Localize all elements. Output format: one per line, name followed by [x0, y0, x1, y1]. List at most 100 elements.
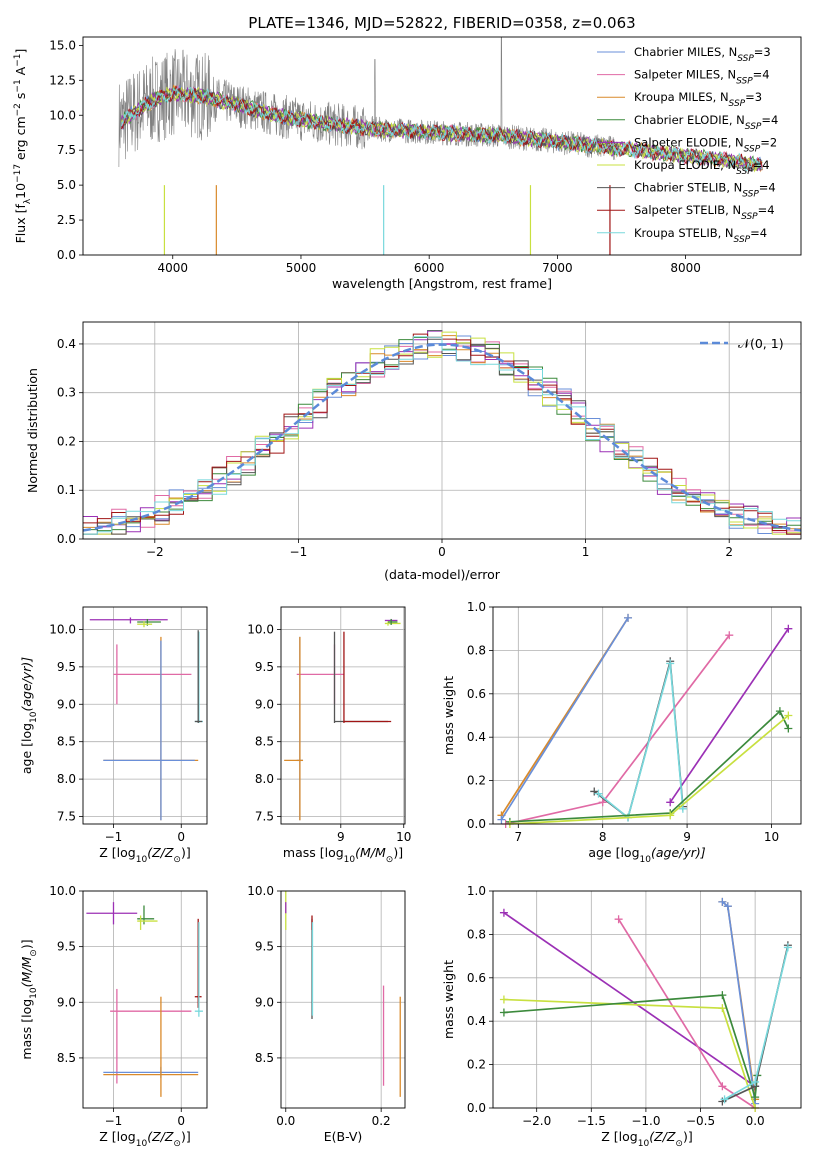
x-axis-label: (data-model)/error	[384, 567, 501, 582]
data-point-marker	[666, 798, 675, 807]
mass-weight-line	[593, 661, 684, 819]
data-point-marker	[784, 624, 793, 633]
age_vs_Z-panel: −1 0 7.5 8.0 8.5 9.0 9.5 10.0 Z [log10(Z/Z⊙)] age…	[19, 606, 208, 865]
mass-weight-line	[724, 947, 789, 1101]
y-tick-label: 0.0	[57, 248, 76, 262]
massweight_vs_age-frame	[492, 606, 802, 825]
data-point-marker	[718, 897, 727, 906]
y-tick-label: 7.5	[57, 810, 76, 824]
x-tick-label: 0.2	[372, 1114, 391, 1128]
x-axis-label: Z [log10(Z/Z⊙)]	[99, 845, 190, 865]
y-axis-label: Normed distribution	[25, 368, 40, 493]
mass-weight-line	[669, 628, 790, 803]
data-point-marker	[751, 1077, 760, 1086]
x-tick-label: 6000	[414, 261, 445, 275]
data-point-marker	[598, 798, 607, 807]
y-tick-label: 0.0	[467, 1101, 486, 1115]
x-tick-label: 7000	[542, 261, 573, 275]
data-point-marker	[624, 613, 633, 622]
x-tick-label: 0	[177, 830, 185, 844]
error-cross	[388, 618, 398, 625]
data-point-marker	[784, 711, 793, 720]
x-tick-label: 9	[337, 830, 345, 844]
y-tick-label: 9.5	[255, 660, 274, 674]
y-tick-label: 0.2	[467, 1058, 486, 1072]
error-cross	[343, 631, 392, 723]
y-tick-label: 0.8	[467, 643, 486, 657]
x-tick-label: −1	[105, 1114, 123, 1128]
x-tick-label: 10	[396, 830, 411, 844]
error-cross	[284, 636, 304, 821]
data-point-marker	[725, 631, 734, 640]
legend-label: 𝒩(0, 1)	[738, 336, 784, 351]
data-point-marker	[666, 659, 675, 668]
x-tick-label: 7	[514, 830, 522, 844]
legend-label: Chabrier STELIB, NSSP=4	[634, 181, 776, 200]
y-tick-label: 7.5	[57, 143, 76, 157]
x-tick-label: 0.0	[746, 1114, 765, 1128]
data-point-marker	[751, 1093, 760, 1102]
y-tick-label: 1.0	[467, 884, 486, 898]
x-axis-label: mass [log10(M/M⊙)]	[283, 845, 403, 865]
x-axis-label: age [log10(age/yr)]	[588, 845, 705, 865]
legend-label: Chabrier MILES, NSSP=3	[634, 45, 771, 64]
mass_vs_EBV-panel: 0.0 0.2 8.5 9.0 9.5 10.0 E(B-V)	[247, 884, 406, 1144]
data-point-marker	[614, 915, 623, 924]
error-cross	[110, 988, 192, 1084]
spectrum-frame	[82, 36, 802, 256]
legend-label: Salpeter STELIB, NSSP=4	[634, 203, 775, 222]
data-point-marker	[497, 815, 506, 824]
error-cross	[137, 915, 158, 930]
x-axis-label: Z [log10(Z/Z⊙)]	[99, 1129, 190, 1149]
data-point-marker	[590, 787, 599, 796]
residuals-panel: −2 −1 0 1 2 0.0 0.1 0.2 0.3 0.4 𝒩(0, 1) (data-model…	[25, 321, 802, 582]
error-cross	[296, 644, 344, 705]
y-tick-label: 8.0	[255, 772, 274, 786]
data-point-marker	[718, 1004, 727, 1013]
y-tick-label: 0.2	[467, 774, 486, 788]
y-tick-label: 10.0	[49, 622, 76, 636]
y-tick-label: 10.0	[49, 884, 76, 898]
residuals-frame	[82, 321, 802, 540]
mass-weight-line	[500, 617, 629, 821]
y-tick-label: 15.0	[49, 38, 76, 52]
y-tick-label: 0.4	[467, 730, 486, 744]
y-tick-label: 1.0	[467, 600, 486, 614]
y-tick-label: 8.5	[255, 735, 274, 749]
y-tick-label: 0.6	[467, 971, 486, 985]
age_vs_mass-panel: 9 10 7.5 8.0 8.5 9.0 9.5 10.0 mass [log10(M/M⊙)]	[247, 606, 411, 865]
error-cross	[103, 1066, 199, 1078]
mass-weight-line	[503, 912, 756, 1087]
x-axis-label: Z [log10(Z/Z⊙)]	[601, 1129, 692, 1149]
x-tick-label: 0	[438, 545, 446, 559]
data-point-marker	[666, 811, 675, 820]
normal-curve	[83, 343, 801, 532]
y-tick-label: 8.5	[57, 735, 76, 749]
mass-weight-line	[505, 634, 730, 824]
x-tick-label: −0.5	[686, 1114, 715, 1128]
y-tick-label: 8.0	[57, 772, 76, 786]
y-tick-label: 5.0	[57, 178, 76, 192]
y-tick-label: 9.0	[57, 995, 76, 1009]
error-cross	[103, 640, 195, 821]
age_vs_mass-frame	[280, 606, 406, 825]
y-tick-label: 0.2	[57, 434, 76, 448]
x-tick-label: 0.0	[276, 1114, 295, 1128]
mass-weight-line	[503, 998, 756, 1108]
y-tick-label: 0.1	[57, 483, 76, 497]
error-cross	[194, 630, 203, 723]
y-tick-label: 0.0	[467, 817, 486, 831]
y-tick-label: 7.5	[255, 810, 274, 824]
x-tick-label: −1.0	[631, 1114, 660, 1128]
x-tick-label: −2.0	[522, 1114, 551, 1128]
mass-weight-line	[721, 901, 756, 1104]
y-axis-label: mass weight	[441, 960, 456, 1039]
x-tick-label: −1	[290, 545, 308, 559]
x-tick-label: 2	[725, 545, 733, 559]
y-tick-label: 2.5	[57, 213, 76, 227]
y-axis-label: mass weight	[441, 676, 456, 755]
mass-weight-line	[509, 709, 790, 823]
legend-label: Kroupa STELIB, NSSP=4	[634, 226, 767, 245]
model-line	[121, 86, 763, 172]
